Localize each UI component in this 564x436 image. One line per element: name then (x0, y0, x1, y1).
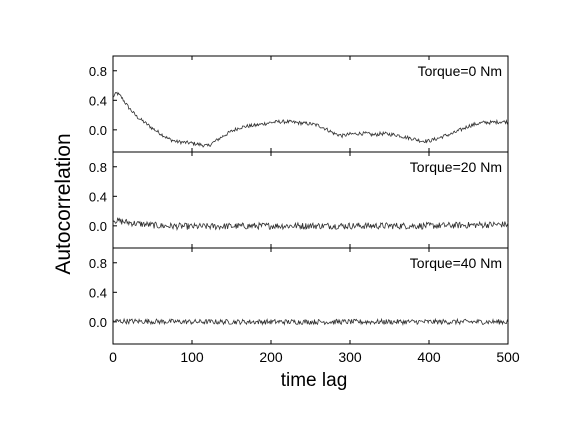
y-tick-label: 0.0 (89, 219, 107, 234)
y-tick-label: 0.8 (89, 256, 107, 271)
panel-frame (112, 247, 509, 345)
x-tick-label: 200 (259, 349, 283, 365)
x-tick-label: 500 (496, 349, 520, 365)
panel-3: 0.0 0.4 0.8 Torque=40 Nm (89, 247, 509, 345)
panels-group: 0.0 0.4 0.8 Torque=0 Nm 0.0 0.4 0.8 Torque=20 N… (89, 55, 509, 345)
x-tick-label: 300 (338, 349, 362, 365)
panel-label: Torque=0 Nm (418, 63, 502, 79)
y-axis-label: Autocorrelation (52, 133, 75, 274)
panel-label: Torque=20 Nm (410, 159, 502, 175)
x-axis: 0 100 200 300 400 500 (109, 349, 520, 365)
x-tick-label: 400 (417, 349, 441, 365)
x-tick-label: 0 (109, 349, 117, 365)
panel-label: Torque=40 Nm (410, 255, 502, 271)
y-tick-label: 0.0 (89, 315, 107, 330)
panel-2: 0.0 0.4 0.8 Torque=20 Nm (89, 151, 509, 249)
y-tick-label: 0.0 (89, 123, 107, 138)
y-tick-label: 0.8 (89, 160, 107, 175)
y-tick-label: 0.4 (89, 285, 107, 300)
x-tick-label: 100 (180, 349, 204, 365)
panel-1: 0.0 0.4 0.8 Torque=0 Nm (89, 55, 509, 153)
y-tick-label: 0.4 (89, 93, 107, 108)
series-line (113, 317, 509, 326)
y-tick-label: 0.8 (89, 64, 107, 79)
y-tick-label: 0.4 (89, 189, 107, 204)
series-line (112, 91, 509, 148)
x-axis-label: time lag (281, 370, 348, 391)
series-line (112, 217, 509, 231)
